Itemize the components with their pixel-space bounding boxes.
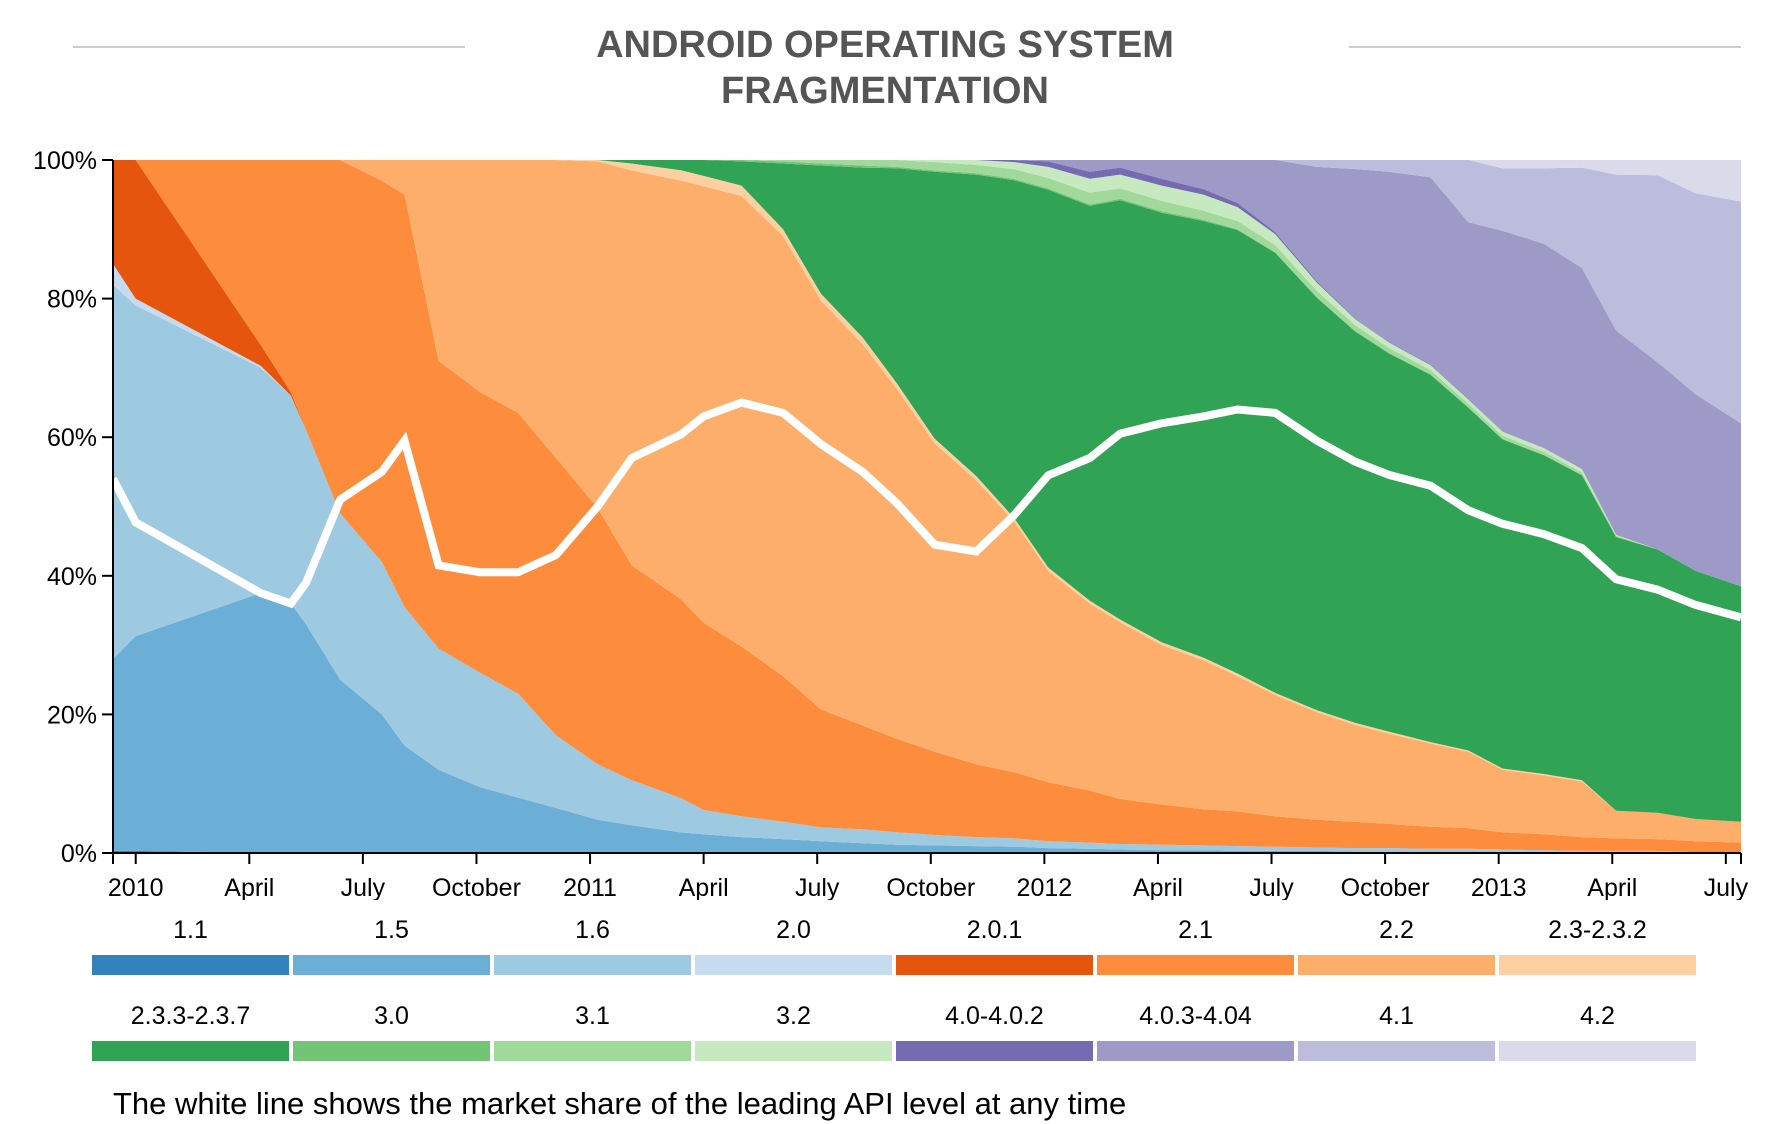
legend-swatch: [695, 955, 892, 975]
legend-swatch: [92, 955, 289, 975]
legend-item: 2.2: [1298, 915, 1495, 975]
x-tick-label: 2013: [1471, 874, 1527, 900]
area-4-1: [113, 160, 1741, 424]
legend-label: 1.6: [575, 916, 610, 944]
chart-title-line-2: FRAGMENTATION: [721, 70, 1049, 112]
legend-item: 4.0-4.0.2: [896, 1001, 1093, 1061]
legend-item: 4.0.3-4.04: [1097, 1001, 1294, 1061]
x-tick-label: 2012: [1017, 874, 1073, 900]
area-2-3-3-2-3-7: [113, 160, 1741, 822]
legend-item: 2.3.3-2.3.7: [92, 1001, 289, 1061]
legend-swatch: [1097, 955, 1294, 975]
y-tick-label: 60%: [47, 424, 97, 452]
legend-item: 1.5: [293, 915, 490, 975]
legend-swatch: [293, 1041, 490, 1061]
legend-swatch: [1499, 1041, 1696, 1061]
legend-label: 4.1: [1379, 1002, 1414, 1030]
legend-label: 4.0.3-4.04: [1139, 1002, 1252, 1030]
legend-row: 1.1 1.5 1.6 2.0 2.0.1 2.1 2.2 2.3-2.3.2: [92, 915, 1702, 975]
legend-item: 1.1: [92, 915, 289, 975]
stacked-area-chart: 0%20%40%60%80%100% 2010 April July October 2…: [33, 147, 1749, 900]
legend-item: 2.1: [1097, 915, 1294, 975]
y-tick-label: 0%: [61, 840, 97, 868]
legend-label: 1.5: [374, 916, 409, 944]
title-rule-left: [73, 46, 465, 48]
x-tick-label: April: [1587, 874, 1637, 900]
x-tick-label: July: [795, 874, 840, 900]
legend-item: 3.0: [293, 1001, 490, 1061]
legend-swatch: [494, 955, 691, 975]
x-tick-label: April: [224, 874, 274, 900]
legend-swatch: [1298, 955, 1495, 975]
legend-item: 2.0: [695, 915, 892, 975]
legend-swatch: [92, 1041, 289, 1061]
legend-item: 3.2: [695, 1001, 892, 1061]
legend-label: 2.3-2.3.2: [1548, 916, 1647, 944]
title-rule-right: [1349, 46, 1741, 48]
legend-row: 2.3.3-2.3.7 3.0 3.1 3.2 4.0-4.0.2 4.0.3-4.04 4…: [92, 1001, 1702, 1061]
y-tick-label: 100%: [33, 147, 97, 175]
legend-label: 4.0-4.0.2: [945, 1002, 1044, 1030]
chart-title-line-1: ANDROID OPERATING SYSTEM: [596, 24, 1174, 66]
y-tick-label: 40%: [47, 563, 97, 591]
legend-label: 1.1: [173, 916, 208, 944]
legend-label: 2.2: [1379, 916, 1414, 944]
x-tick-label: July: [1704, 874, 1749, 900]
x-tick-label: July: [341, 874, 386, 900]
legend-label: 2.3.3-2.3.7: [130, 1002, 251, 1030]
legend-swatch: [1298, 1041, 1495, 1061]
legend: 1.1 1.5 1.6 2.0 2.0.1 2.1 2.2 2.3-2.3.2 2.3.3-2…: [92, 915, 1702, 1087]
x-tick-label: October: [886, 874, 975, 900]
x-tick-label: 2011: [563, 874, 617, 900]
y-tick-label: 20%: [47, 701, 97, 729]
legend-item: 1.6: [494, 915, 691, 975]
area-4-2: [113, 160, 1741, 202]
chart-note: The white line shows the market share of…: [113, 1086, 1127, 1121]
area-layers: [113, 160, 1741, 853]
x-tick-label: July: [1249, 874, 1294, 900]
leading-share-line: [109, 398, 1743, 622]
area-2-2: [113, 160, 1741, 843]
legend-label: 3.1: [575, 1002, 610, 1030]
y-tick-label: 80%: [47, 286, 97, 314]
legend-item: 4.1: [1298, 1001, 1495, 1061]
area-1-5: [113, 593, 1741, 853]
y-axis: 0% 20% 40% 60% 80% 100%: [33, 147, 114, 868]
legend-label: 3.0: [374, 1002, 409, 1030]
legend-label: 2.0.1: [966, 916, 1023, 944]
legend-label: 3.2: [776, 1002, 811, 1030]
chart-title: ANDROID OPERATING SYSTEM FRAGMENTATION: [0, 22, 1770, 114]
legend-label: 2.1: [1178, 916, 1213, 944]
area-1-6: [113, 284, 1741, 853]
x-axis: 2010 April July October 2011 April July October…: [108, 852, 1749, 900]
area-2-1: [113, 160, 1741, 853]
legend-item: 2.0.1: [896, 915, 1093, 975]
legend-item: 2.3-2.3.2: [1499, 915, 1696, 975]
legend-swatch: [695, 1041, 892, 1061]
legend-item: 4.2: [1499, 1001, 1696, 1061]
x-tick-label: 2010: [108, 874, 164, 900]
legend-swatch: [494, 1041, 691, 1061]
x-tick-label: October: [1341, 874, 1430, 900]
legend-label: 4.2: [1580, 1002, 1615, 1030]
x-tick-label: April: [1133, 874, 1183, 900]
legend-label: 2.0: [776, 916, 811, 944]
x-tick-label: April: [679, 874, 729, 900]
legend-item: 3.1: [494, 1001, 691, 1061]
legend-swatch: [896, 955, 1093, 975]
x-tick-label: October: [432, 874, 521, 900]
area-4-0-3-4-04: [113, 160, 1741, 587]
legend-swatch: [896, 1041, 1093, 1061]
legend-swatch: [1097, 1041, 1294, 1061]
legend-swatch: [293, 955, 490, 975]
legend-swatch: [1499, 955, 1696, 975]
